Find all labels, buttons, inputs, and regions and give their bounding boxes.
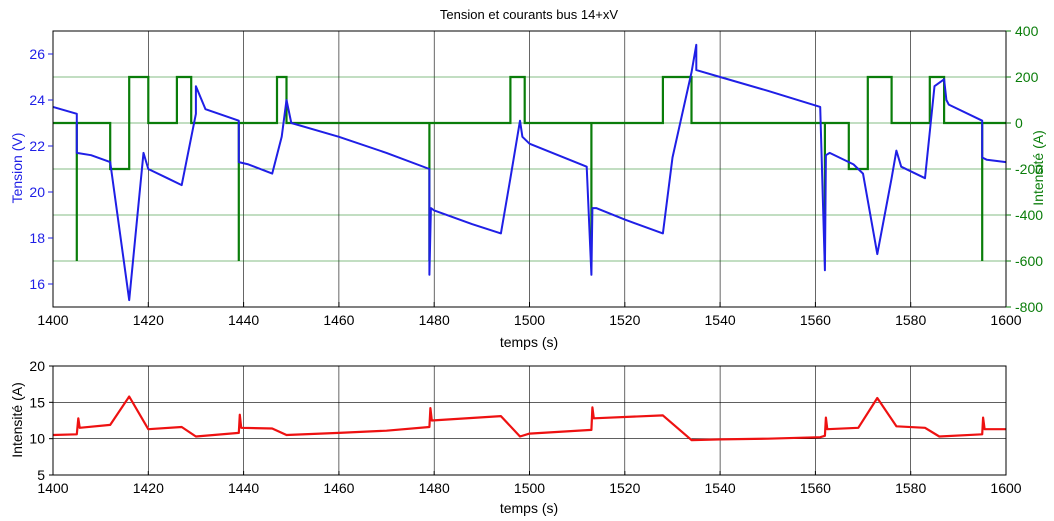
bottom-x-tick-label: 1420 [133, 480, 164, 496]
current-series-line [53, 75, 1006, 261]
top-right-tick-label: 400 [1015, 23, 1039, 39]
bottom-series [52, 395, 1006, 442]
top-x-tick-label: 1400 [37, 312, 68, 328]
top-x-tick-label: 1460 [323, 312, 354, 328]
top-x-tick-label: 1560 [800, 312, 831, 328]
bottom-x-tick-label: 1480 [419, 480, 450, 496]
bottom-y-tick-label: 5 [37, 467, 45, 483]
bottom-chart: 1400 1420 1440 1460 1480 1500 1520 1540 1560 1580… [9, 358, 1022, 516]
top-left-tick-label: 26 [29, 46, 45, 62]
bottom-x-ticks: 1400 1420 1440 1460 1480 1500 1520 1540 1560 1580… [37, 471, 1022, 496]
top-x-axis-label: temps (s) [500, 334, 558, 350]
top-y-axis-label-right: Intensité (A) [1030, 130, 1046, 205]
top-x-tick-label: 1580 [895, 312, 926, 328]
bottom-y-tick-label: 20 [29, 358, 45, 374]
top-right-tick-label: -600 [1015, 253, 1043, 269]
bottom-x-axis-label: temps (s) [500, 500, 558, 516]
top-right-tick-label: 200 [1015, 69, 1039, 85]
bottom-x-tick-label: 1500 [514, 480, 545, 496]
bottom-x-tick-label: 1540 [705, 480, 736, 496]
bottom-x-tick-label: 1600 [990, 480, 1021, 496]
top-right-tick-label: -800 [1015, 299, 1043, 315]
top-right-tick-label: -400 [1015, 207, 1043, 223]
top-x-tick-label: 1520 [609, 312, 640, 328]
tension-series-line [52, 43, 1007, 302]
top-x-tick-label: 1480 [419, 312, 450, 328]
bottom-x-tick-label: 1440 [228, 480, 259, 496]
top-chart-title: Tension et courants bus 14+xV [440, 7, 618, 22]
bottom-x-tick-label: 1400 [37, 480, 68, 496]
bottom-x-tick-label: 1460 [323, 480, 354, 496]
top-left-tick-label: 18 [29, 230, 45, 246]
top-right-tick-label: 0 [1015, 115, 1023, 131]
bottom-y-ticks: 5 10 15 20 [29, 358, 53, 483]
top-y-axis-label-left: Tension (V) [9, 133, 25, 204]
top-y-ticks-left: 16 18 20 22 24 26 [29, 46, 53, 292]
bottom-x-tick-label: 1520 [609, 480, 640, 496]
top-left-tick-label: 20 [29, 184, 45, 200]
bottom-x-tick-label: 1580 [895, 480, 926, 496]
top-y-ticks-right: -800 -600 -400 -200 0 200 400 [1006, 23, 1043, 315]
bottom-y-tick-label: 10 [29, 431, 45, 447]
top-x-ticks: 1400 1420 1440 1460 1480 1500 1520 1540 1560 1580… [37, 302, 1022, 328]
bottom-y-tick-label: 15 [29, 394, 45, 410]
bottom-current-series-line [52, 395, 1006, 442]
top-left-tick-label: 16 [29, 276, 45, 292]
bottom-y-axis-label: Intensité (A) [9, 382, 25, 457]
top-left-tick-label: 24 [29, 92, 45, 108]
top-series [52, 43, 1007, 302]
top-x-tick-label: 1420 [133, 312, 164, 328]
top-chart: Tension et courants bus 14+xV 1400 1420 14… [9, 7, 1046, 350]
top-x-tick-label: 1600 [990, 312, 1021, 328]
top-right-tick-label: -200 [1015, 161, 1043, 177]
top-x-tick-label: 1440 [228, 312, 259, 328]
top-x-tick-label: 1540 [705, 312, 736, 328]
top-x-tick-label: 1500 [514, 312, 545, 328]
bottom-x-tick-label: 1560 [800, 480, 831, 496]
top-left-tick-label: 22 [29, 138, 45, 154]
